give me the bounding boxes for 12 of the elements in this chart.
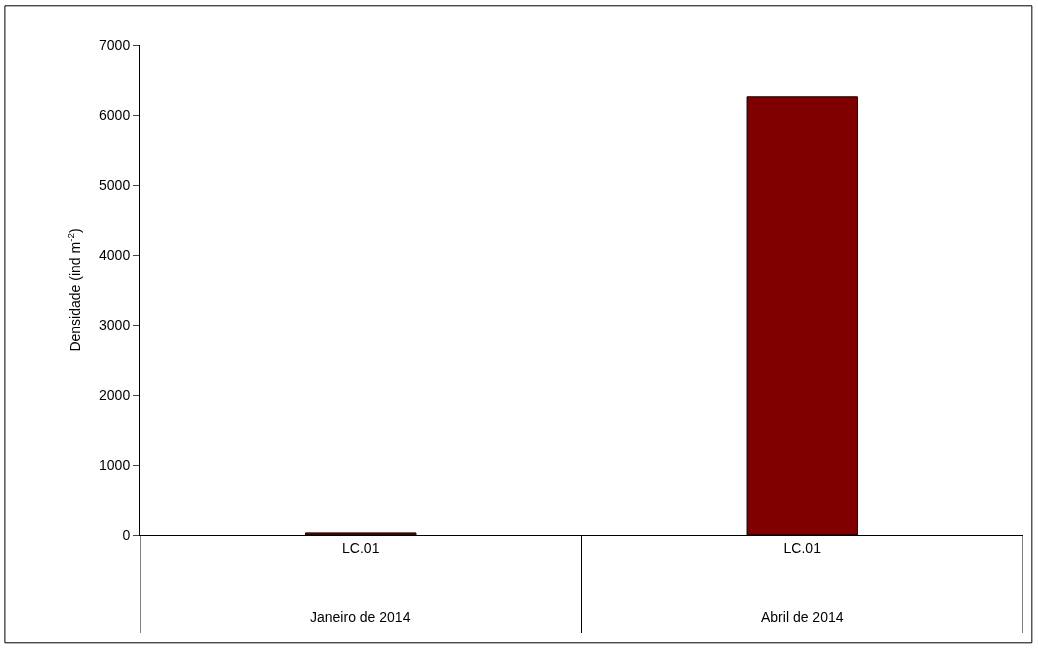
- y-tick-label: 0: [122, 526, 131, 543]
- x-tick-label: LC.01: [342, 539, 380, 556]
- y-tick-label: 5000: [99, 176, 131, 193]
- y-tick-label: 2000: [99, 386, 131, 403]
- text: Janeiro de 2014: [310, 609, 411, 625]
- text: Abril de 2014: [761, 609, 844, 625]
- y-tick-label: 7000: [99, 36, 131, 53]
- y-tick-label: 3000: [99, 316, 131, 333]
- x-tick-label: LC.01: [783, 539, 822, 556]
- y-tick-label: 4000: [99, 246, 131, 263]
- y-tick-label: 1000: [99, 456, 131, 473]
- y-tick-label: 6000: [99, 106, 131, 123]
